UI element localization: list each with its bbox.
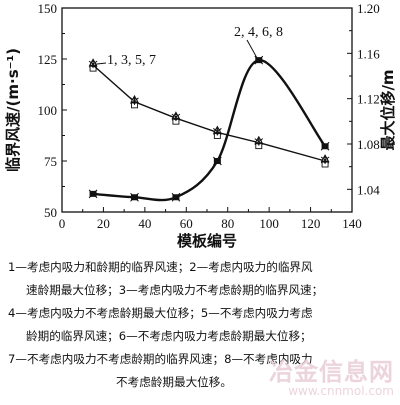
y-right-axis-title: 最大位移/m bbox=[379, 69, 397, 150]
x-tick-label: 40 bbox=[138, 216, 151, 231]
caption-line: 龄期的临界风速；6—不考虑内吸力考虑龄期最大位移； bbox=[26, 329, 312, 343]
x-tick-label: 100 bbox=[259, 216, 279, 231]
x-tick-label: 120 bbox=[301, 216, 321, 231]
annotation-series-2468: 2, 4, 6, 8 bbox=[234, 25, 283, 40]
wind-star-marker bbox=[320, 156, 330, 164]
wind-star-marker bbox=[88, 60, 98, 69]
wind-star-marker bbox=[254, 137, 264, 146]
figure-caption: 1—考虑内吸力和龄期的临界风速；2—考虑内吸力的临界风 速龄期最大位移；3—考虑… bbox=[8, 256, 398, 394]
x-tick-label: 0 bbox=[59, 216, 66, 231]
axes bbox=[61, 7, 353, 213]
y-left-tick-label: 75 bbox=[44, 154, 57, 169]
y-right-tick-label: 1.04 bbox=[357, 182, 380, 197]
x-axis-title: 模板编号 bbox=[177, 232, 237, 250]
series-lines bbox=[92, 58, 327, 202]
disp-cross-marker bbox=[213, 156, 222, 166]
plot-frame bbox=[61, 7, 353, 213]
series-markers bbox=[88, 55, 330, 202]
y-left-tick-label: 125 bbox=[38, 52, 58, 67]
disp-cross-marker bbox=[171, 192, 181, 202]
axis-titles: 模板编号 临界风速/(m·s⁻¹) 最大位移/m bbox=[4, 48, 397, 250]
y-right-tick-label: 1.20 bbox=[357, 1, 380, 16]
watermark-url: www.cnnmol.com bbox=[288, 384, 394, 398]
annotations: 1, 3, 5, 7 2, 4, 6, 8 bbox=[96, 25, 283, 68]
annotation-leader-1357 bbox=[96, 62, 107, 65]
disp-cross-marker bbox=[88, 189, 98, 199]
y-left-tick-label: 100 bbox=[38, 103, 58, 118]
annotation-series-1357: 1, 3, 5, 7 bbox=[107, 53, 156, 68]
annotation-leader-2468 bbox=[246, 39, 258, 59]
wind-star-marker bbox=[213, 127, 222, 136]
y-right-tick-label: 1.08 bbox=[357, 137, 380, 152]
x-tick-label: 140 bbox=[342, 216, 362, 231]
caption-line: 7—不考虑内吸力不考虑龄期的临界风速；8—不考虑内吸力 bbox=[8, 352, 313, 366]
wind-star-marker bbox=[130, 96, 139, 105]
caption-line: 速龄期最大位移；3—考虑内吸力不考虑龄期的临界风速； bbox=[26, 283, 324, 297]
wind-star-marker bbox=[171, 113, 181, 122]
tick-labels: 0 20 40 60 80 100 120 140 50 75 100 125 150 1.04 1.08 1… bbox=[38, 1, 381, 231]
y-left-axis-title: 临界风速/(m·s⁻¹) bbox=[4, 48, 22, 172]
y-left-tick-label: 50 bbox=[44, 205, 57, 220]
y-left-tick-label: 150 bbox=[38, 1, 58, 16]
x-tick-label: 20 bbox=[97, 216, 110, 231]
series-line-wind-speed bbox=[92, 64, 326, 162]
caption-line: 不考虑龄期最大位移。 bbox=[116, 375, 232, 389]
watermark-text: 冶金信息网 bbox=[269, 358, 394, 386]
watermark: 冶金信息网 www.cnnmol.com bbox=[269, 352, 394, 398]
y-right-tick-label: 1.16 bbox=[357, 46, 380, 61]
disp-cross-marker bbox=[130, 192, 139, 202]
chart: 0 20 40 60 80 100 120 140 50 75 100 125 150 1.04 1.08 1… bbox=[4, 1, 397, 250]
y-right-tick-label: 1.12 bbox=[357, 92, 380, 107]
caption-line: 1—考虑内吸力和龄期的临界风速；2—考虑内吸力的临界风 bbox=[8, 260, 313, 274]
disp-cross-marker bbox=[254, 55, 264, 65]
caption-line: 4—考虑内吸力不考虑龄期最大位移；5—不考虑内吸力考虑 bbox=[8, 306, 313, 320]
x-tick-label: 80 bbox=[221, 216, 234, 231]
disp-cross-marker bbox=[320, 141, 330, 151]
x-tick-label: 60 bbox=[180, 216, 193, 231]
